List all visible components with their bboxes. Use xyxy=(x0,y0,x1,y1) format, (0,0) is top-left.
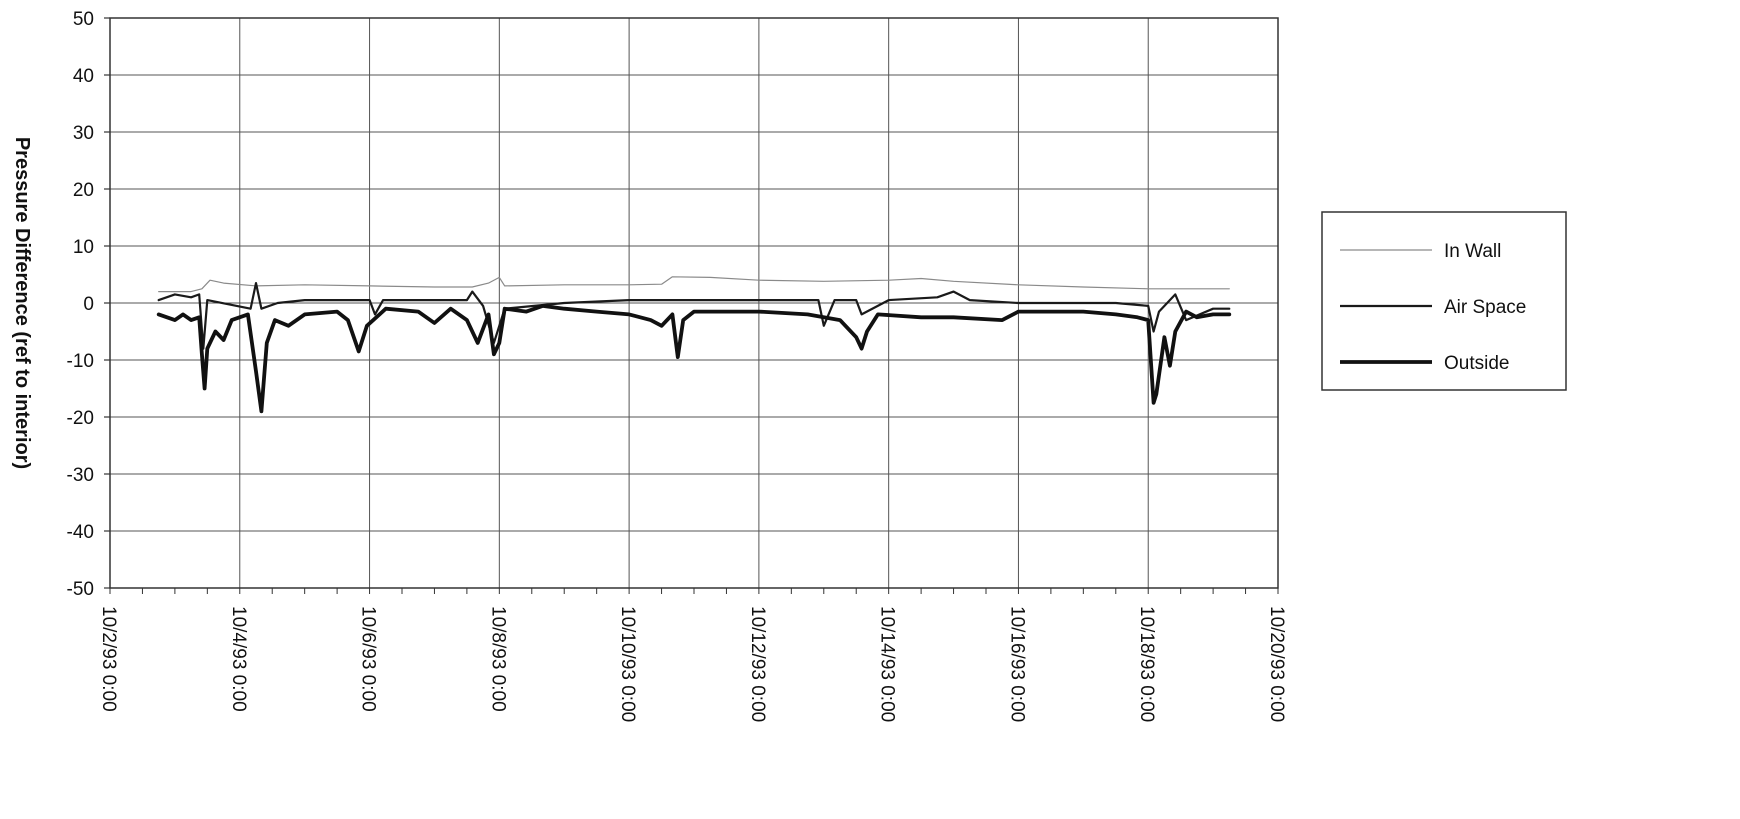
y-tick-label: 30 xyxy=(73,123,94,144)
x-tick-label: 10/12/93 0:00 xyxy=(747,606,768,722)
y-tick-label: -50 xyxy=(67,579,94,600)
series-line-in-wall xyxy=(158,276,1230,293)
legend: In Wall Air Space Outside xyxy=(1321,211,1567,391)
y-tick-label: -30 xyxy=(67,465,94,486)
x-tick-label: 10/16/93 0:00 xyxy=(1006,606,1027,722)
x-tick-label: 10/18/93 0:00 xyxy=(1136,606,1157,722)
x-tick-label: 10/20/93 0:00 xyxy=(1266,606,1287,722)
y-axis-ticks: 50 40 30 20 10 0 -10 -20 -30 -40 -50 xyxy=(67,9,110,600)
legend-label: Outside xyxy=(1444,353,1509,374)
x-tick-label: 10/8/93 0:00 xyxy=(487,606,508,712)
y-tick-label: 40 xyxy=(73,66,94,87)
x-tick-label: 10/10/93 0:00 xyxy=(617,606,638,722)
x-tick-label: 10/4/93 0:00 xyxy=(228,606,249,712)
y-tick-label: 10 xyxy=(73,237,94,258)
x-tick-label: 10/2/93 0:00 xyxy=(98,606,119,712)
y-tick-label: 50 xyxy=(73,9,94,30)
x-tick-label: 10/14/93 0:00 xyxy=(877,606,898,722)
y-tick-label: -10 xyxy=(67,351,94,372)
y-tick-label: -40 xyxy=(67,522,94,543)
x-tick-label: 10/6/93 0:00 xyxy=(358,606,379,712)
y-tick-label: -20 xyxy=(67,408,94,429)
series-line-outside xyxy=(156,304,1232,414)
legend-label: In Wall xyxy=(1444,241,1501,262)
x-axis-ticks: 10/2/93 0:00 10/4/93 0:00 10/6/93 0:00 10/8… xyxy=(98,588,1287,722)
series-line-air-space xyxy=(157,282,1231,350)
legend-label: Air Space xyxy=(1444,297,1526,318)
y-tick-label: 0 xyxy=(83,294,94,315)
y-tick-label: 20 xyxy=(73,180,94,201)
series-lines xyxy=(156,276,1232,414)
y-axis-title: Pressure Difference (ref to interior) xyxy=(11,137,33,469)
